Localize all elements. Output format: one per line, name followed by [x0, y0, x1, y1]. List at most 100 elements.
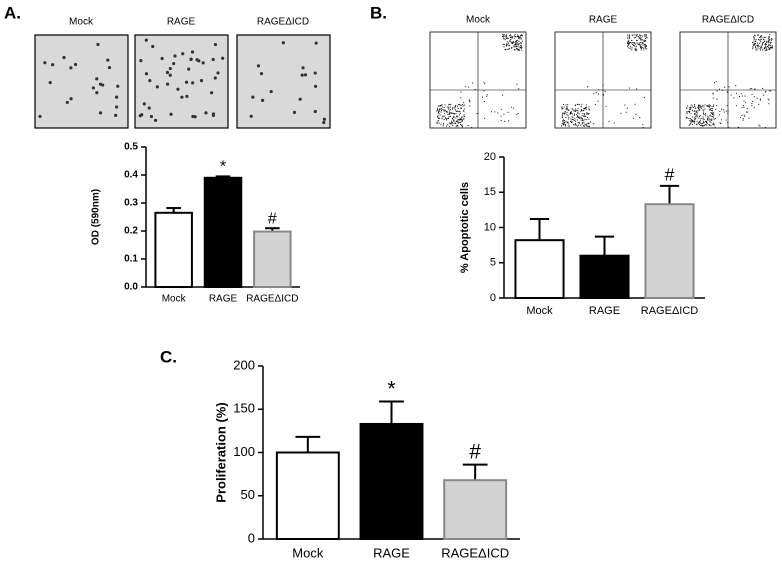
- event: [568, 123, 570, 125]
- event: [520, 34, 522, 36]
- event: [704, 124, 706, 126]
- event: [690, 119, 692, 121]
- event: [564, 112, 566, 114]
- event: [689, 108, 691, 110]
- event: [454, 108, 456, 110]
- event: [463, 114, 465, 116]
- event: [758, 103, 760, 105]
- event: [697, 105, 699, 107]
- event: [757, 47, 759, 49]
- event: [574, 123, 576, 125]
- event: [588, 118, 590, 120]
- event: [572, 113, 574, 115]
- cell: [168, 66, 172, 71]
- event: [462, 105, 464, 107]
- event: [757, 34, 759, 36]
- event: [703, 118, 705, 120]
- event: [713, 123, 715, 125]
- event: [583, 121, 585, 123]
- event: [451, 112, 453, 114]
- event: [722, 89, 724, 91]
- event: [716, 98, 718, 100]
- event: [460, 116, 462, 118]
- event: [587, 86, 589, 88]
- event: [563, 121, 565, 123]
- event: [636, 34, 638, 36]
- event: [645, 47, 647, 49]
- event: [448, 116, 450, 118]
- event: [459, 119, 461, 121]
- event: [620, 112, 622, 114]
- event: [520, 45, 522, 47]
- event: [463, 110, 465, 112]
- event: [471, 127, 473, 128]
- event: [483, 90, 485, 92]
- event: [686, 117, 688, 119]
- event: [711, 108, 713, 110]
- event: [768, 44, 770, 46]
- event: [521, 34, 523, 36]
- event: [445, 111, 447, 113]
- event: [702, 116, 704, 118]
- event: [519, 47, 521, 49]
- event: [439, 114, 441, 116]
- event: [696, 110, 698, 112]
- event: [449, 106, 451, 108]
- y-tick-label: 0.1: [124, 254, 138, 265]
- event: [515, 44, 517, 46]
- event: [748, 117, 750, 119]
- event: [640, 43, 642, 45]
- event: [687, 110, 689, 112]
- event: [587, 122, 589, 124]
- event: [709, 121, 711, 123]
- event: [567, 109, 569, 111]
- event: [517, 39, 519, 41]
- event: [571, 108, 573, 110]
- cell: [69, 97, 73, 101]
- cell: [65, 100, 69, 105]
- event: [436, 122, 438, 124]
- event: [642, 127, 644, 128]
- event: [643, 97, 645, 99]
- event: [712, 117, 714, 119]
- event: [636, 39, 638, 41]
- event: [707, 119, 709, 121]
- event: [753, 96, 755, 98]
- event: [768, 44, 770, 46]
- event: [697, 107, 699, 109]
- event: [613, 122, 615, 124]
- cell: [216, 71, 220, 75]
- event: [583, 110, 585, 112]
- event: [584, 123, 586, 125]
- event: [511, 37, 513, 39]
- event: [443, 115, 445, 117]
- event: [562, 107, 564, 109]
- event: [575, 109, 577, 111]
- event: [703, 121, 705, 123]
- event: [585, 106, 587, 108]
- event: [696, 121, 698, 123]
- event: [519, 38, 521, 40]
- event: [634, 103, 636, 105]
- event: [706, 121, 708, 123]
- event: [643, 47, 645, 49]
- event: [581, 119, 583, 121]
- event: [629, 36, 631, 38]
- event: [569, 113, 571, 115]
- event: [700, 108, 702, 110]
- bar: [579, 254, 630, 299]
- event: [444, 109, 446, 111]
- event: [584, 108, 586, 110]
- event: [631, 49, 633, 51]
- event: [457, 120, 459, 122]
- event: [698, 117, 700, 119]
- event: [638, 43, 640, 45]
- event: [755, 45, 757, 47]
- cell: [259, 72, 264, 76]
- event: [715, 81, 717, 83]
- event: [602, 95, 604, 97]
- event: [507, 37, 509, 39]
- event: [702, 125, 704, 127]
- event: [455, 123, 457, 125]
